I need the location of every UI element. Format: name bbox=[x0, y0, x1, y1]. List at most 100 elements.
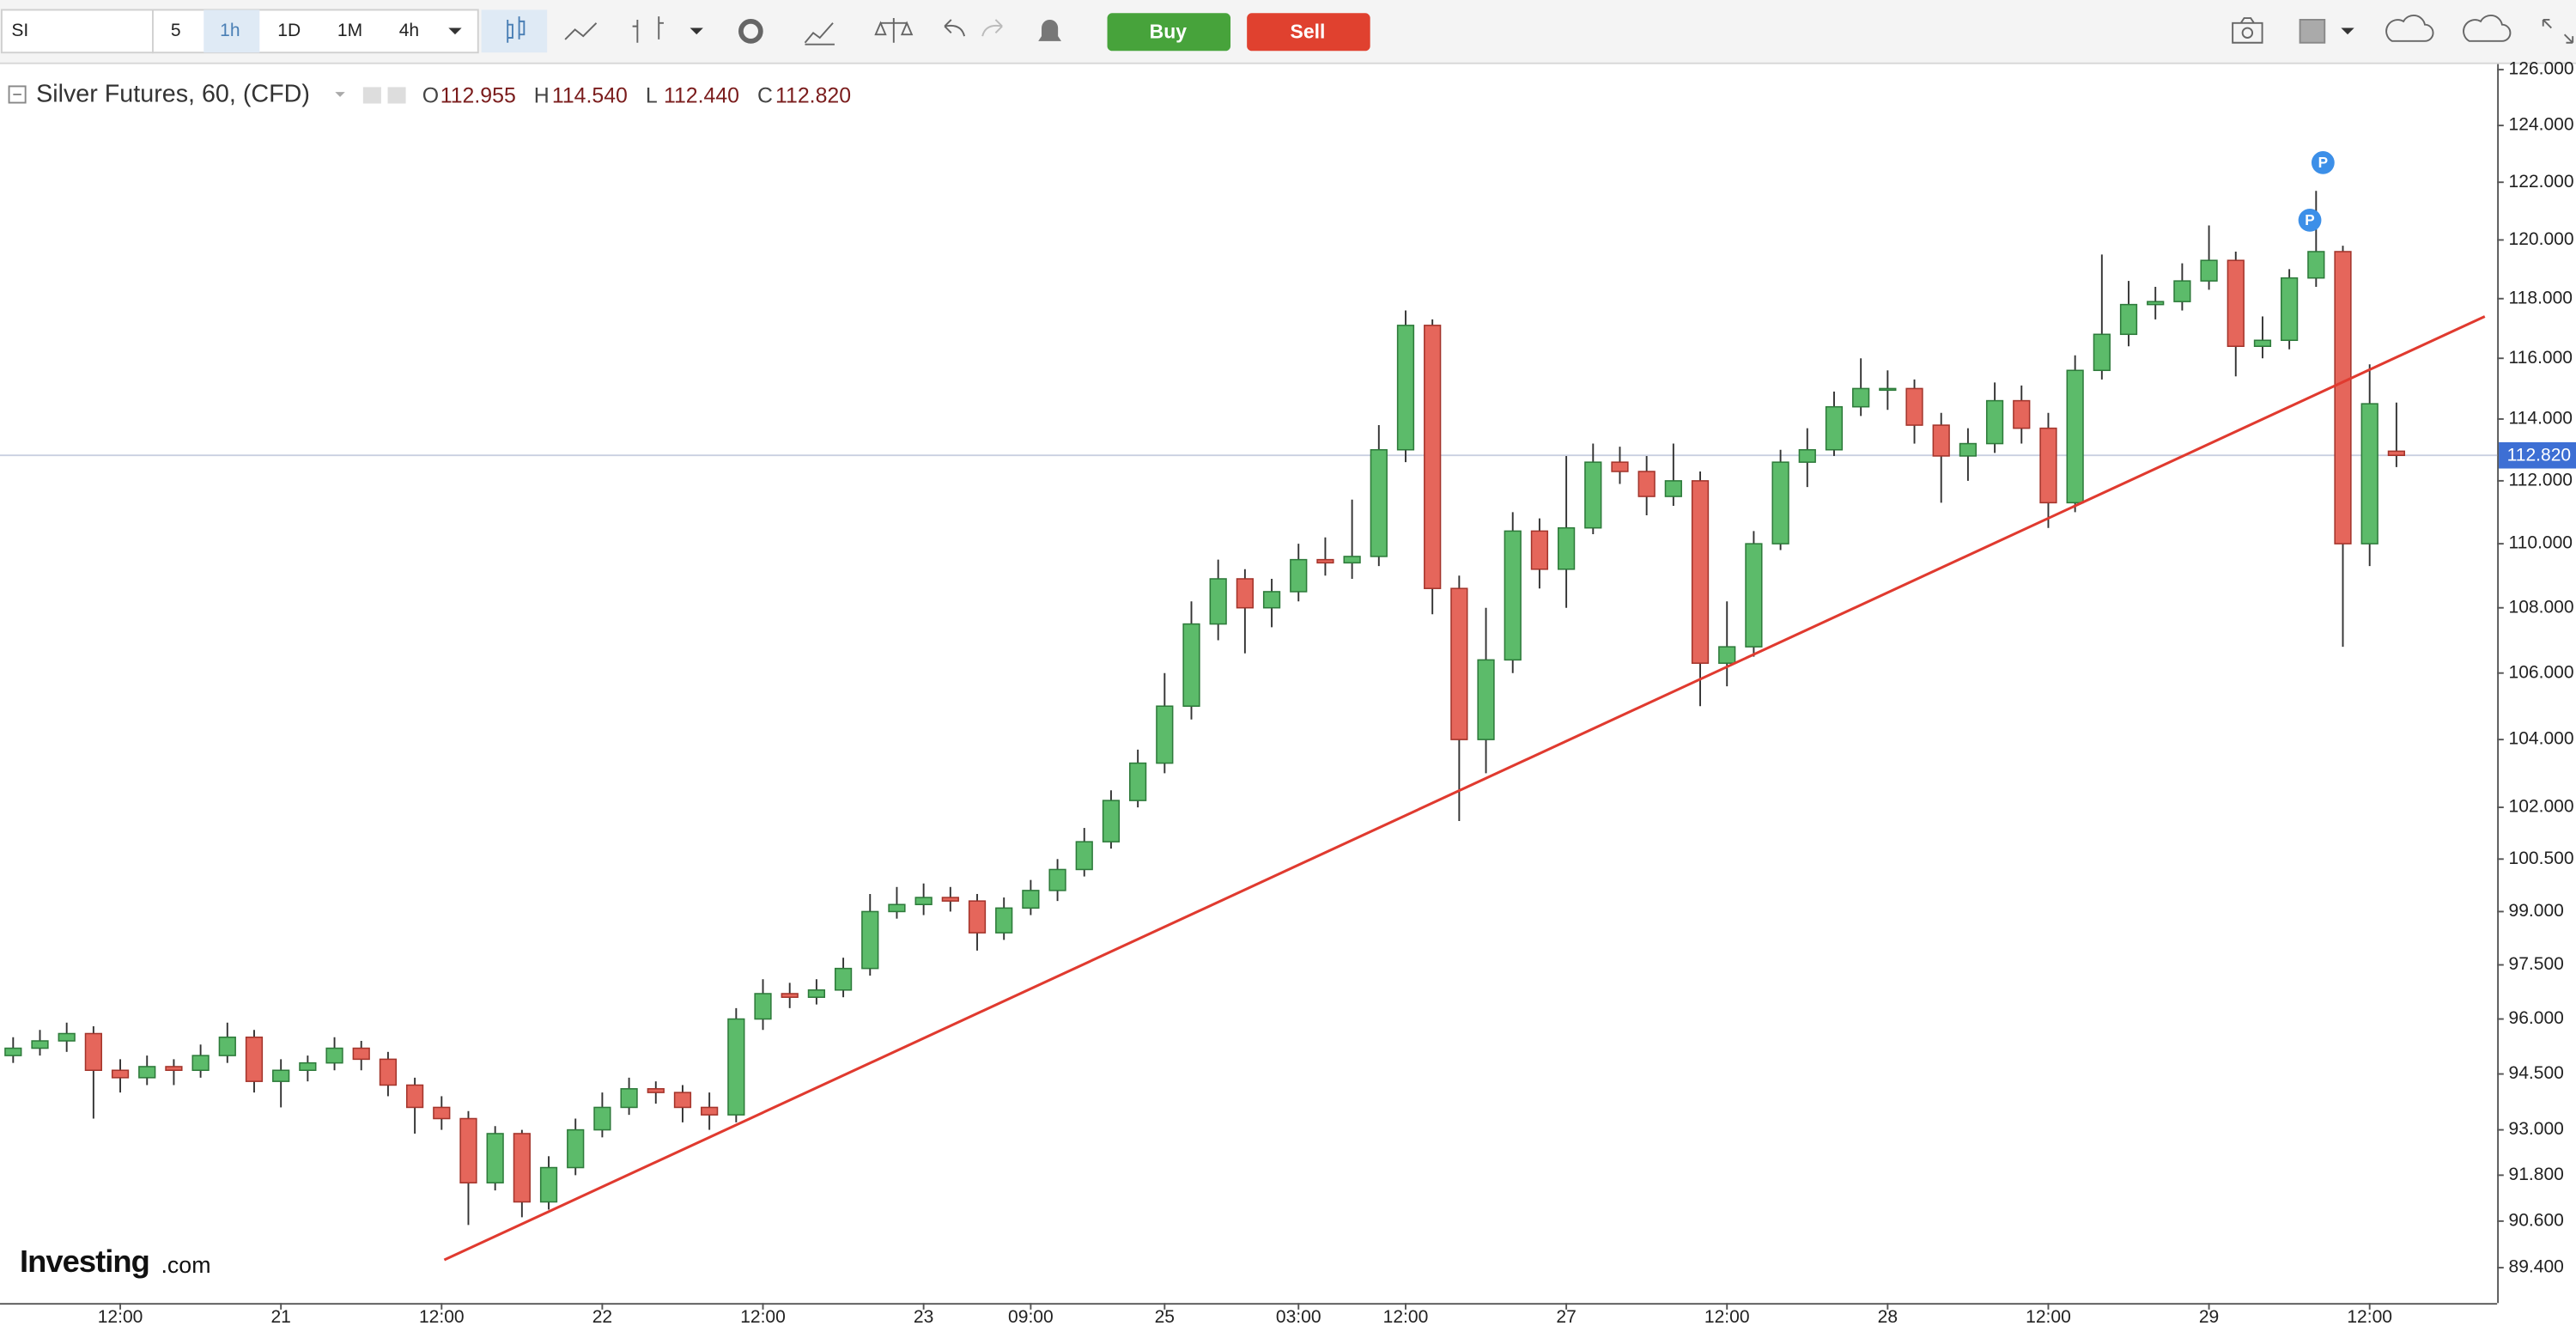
interval[interactable]: 5 bbox=[171, 21, 181, 40]
candle-body bbox=[2227, 259, 2245, 347]
legend-key: L bbox=[646, 83, 658, 107]
candle-body bbox=[299, 1061, 317, 1072]
symbol-input[interactable] bbox=[0, 9, 154, 54]
candle-body bbox=[1424, 325, 1442, 589]
x-tick-label: 25 bbox=[1155, 1307, 1175, 1326]
y-tick-label: 124.000 bbox=[2509, 115, 2574, 135]
candle-body bbox=[2360, 403, 2379, 544]
candle-body bbox=[1370, 448, 1388, 557]
candle-body bbox=[379, 1058, 398, 1086]
candle-body bbox=[1504, 530, 1522, 661]
y-tick-label: 114.000 bbox=[2509, 408, 2573, 428]
x-tick-label: 12:00 bbox=[740, 1307, 786, 1326]
buy-button[interactable] bbox=[1107, 13, 1231, 52]
logo-suffix: .com bbox=[161, 1252, 211, 1278]
settings-icon[interactable] bbox=[738, 19, 763, 44]
sell-label[interactable]: Sell bbox=[1291, 20, 1326, 42]
candle-body bbox=[727, 1018, 745, 1116]
candle-body bbox=[405, 1084, 424, 1109]
candle-body bbox=[1290, 558, 1308, 593]
y-tick-label: 118.000 bbox=[2509, 288, 2573, 307]
candle-body bbox=[567, 1128, 585, 1169]
interval[interactable]: 1D bbox=[277, 21, 301, 40]
y-tick-label: 97.500 bbox=[2509, 954, 2564, 974]
y-tick-label: 108.000 bbox=[2509, 597, 2574, 617]
candle-body bbox=[325, 1047, 343, 1064]
candle-body bbox=[272, 1069, 290, 1082]
camera-icon[interactable] bbox=[2232, 17, 2263, 44]
candle-body bbox=[1022, 890, 1040, 909]
eye-icon[interactable] bbox=[362, 87, 381, 104]
y-tick-label: 104.000 bbox=[2509, 729, 2574, 749]
interval-bar bbox=[151, 9, 479, 54]
redo-icon[interactable] bbox=[981, 19, 1003, 37]
color-dropdown[interactable] bbox=[2341, 27, 2354, 35]
x-tick-label: 21 bbox=[270, 1307, 290, 1326]
compare-icon[interactable] bbox=[874, 18, 914, 43]
chart-title: Silver Futures, 60, (CFD) bbox=[36, 81, 310, 108]
candle-body bbox=[807, 989, 826, 998]
line-icon[interactable] bbox=[564, 22, 598, 40]
y-tick-label: 96.000 bbox=[2509, 1008, 2564, 1028]
candle-body bbox=[1959, 442, 1978, 457]
legend-value: 114.540 bbox=[552, 83, 628, 107]
last-price-label: 112.820 bbox=[2507, 446, 2571, 465]
title-dropdown[interactable] bbox=[335, 92, 345, 97]
interval[interactable]: 4h bbox=[399, 21, 419, 40]
indicators-icon[interactable] bbox=[804, 22, 835, 46]
candle-body bbox=[1905, 387, 1923, 426]
symbol[interactable]: SI bbox=[11, 21, 28, 40]
color-icon[interactable] bbox=[2299, 19, 2326, 44]
interval[interactable]: 1M bbox=[337, 21, 362, 40]
collapse-box[interactable] bbox=[8, 85, 27, 104]
candle-body bbox=[433, 1106, 451, 1120]
candle-body bbox=[647, 1088, 665, 1093]
x-tick-label: 09:00 bbox=[1008, 1307, 1054, 1326]
candle-body bbox=[2307, 251, 2325, 279]
candle-body bbox=[486, 1133, 504, 1184]
candle-body bbox=[1262, 591, 1281, 609]
interval-dropdown[interactable] bbox=[448, 27, 462, 35]
candle-body bbox=[2066, 369, 2084, 504]
settings-small-icon[interactable] bbox=[387, 87, 406, 104]
interval-group: 5 1h 1D 1M 4h bbox=[151, 9, 479, 54]
y-tick-label: 99.000 bbox=[2509, 901, 2564, 921]
y-tick-label: 120.000 bbox=[2509, 229, 2574, 249]
event-marker-label: P bbox=[2305, 211, 2314, 228]
alert-icon[interactable] bbox=[1038, 19, 1061, 41]
candle-body bbox=[2039, 427, 2057, 504]
fullscreen-icon[interactable] bbox=[2542, 19, 2574, 44]
buy-label[interactable]: Buy bbox=[1150, 20, 1188, 42]
sell-button[interactable] bbox=[1247, 13, 1370, 52]
y-tick-label: 112.000 bbox=[2509, 470, 2573, 490]
candle-body bbox=[620, 1088, 638, 1109]
candle-body bbox=[1102, 800, 1121, 842]
y-tick-label: 91.800 bbox=[2509, 1165, 2564, 1184]
x-tick-label: 29 bbox=[2199, 1307, 2219, 1326]
chart-type-active[interactable] bbox=[481, 9, 548, 53]
cloud-load-icon[interactable] bbox=[2385, 14, 2434, 42]
candle-body bbox=[941, 897, 959, 902]
candle-body bbox=[1985, 399, 2004, 445]
interval[interactable]: 1h bbox=[220, 21, 240, 40]
type-dropdown[interactable] bbox=[690, 27, 703, 35]
candle-body bbox=[1771, 461, 1789, 544]
candle-body bbox=[1745, 543, 1763, 648]
logo-name: Investing bbox=[20, 1244, 149, 1279]
candle-body bbox=[2334, 251, 2352, 544]
y-tick-label: 126.000 bbox=[2509, 59, 2574, 79]
candle-body bbox=[1316, 558, 1334, 564]
ohlc-legend: O 112.955 H 114.540 L 112.440 C 112.820 bbox=[422, 83, 851, 107]
x-tick-label: 12:00 bbox=[2347, 1307, 2392, 1326]
candle-body bbox=[2200, 259, 2218, 282]
candle-icon[interactable] bbox=[507, 16, 526, 43]
bar-icon[interactable] bbox=[632, 16, 664, 43]
candle-body bbox=[1156, 705, 1174, 764]
undo-icon[interactable] bbox=[944, 19, 966, 37]
cloud-save-icon[interactable] bbox=[2463, 14, 2512, 42]
candle-body bbox=[539, 1166, 558, 1203]
candle-body bbox=[1236, 578, 1254, 609]
candle-body bbox=[2253, 339, 2272, 347]
event-marker-label: P bbox=[2318, 154, 2328, 171]
